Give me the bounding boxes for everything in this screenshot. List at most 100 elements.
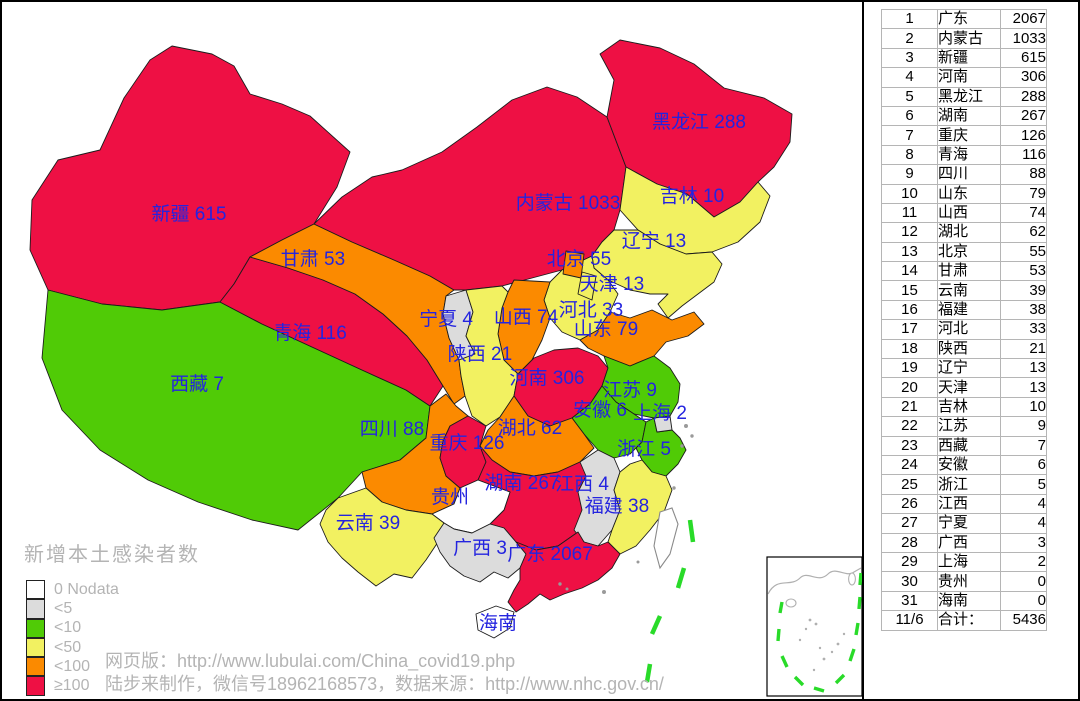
province-cell: 甘肃 bbox=[937, 261, 1001, 282]
province-cell: 宁夏 bbox=[937, 513, 1001, 534]
value-cell: 88 bbox=[1000, 164, 1047, 185]
region-guangxi[interactable] bbox=[433, 522, 527, 583]
table-row: 14 甘肃 53 bbox=[881, 261, 1047, 282]
table-row: 18 陕西 21 bbox=[881, 338, 1047, 360]
rank-cell: 30 bbox=[881, 571, 938, 592]
province-cell: 西藏 bbox=[937, 435, 1001, 456]
map-label-xinjiang: 新疆 615 bbox=[152, 203, 227, 225]
table-row: 2 内蒙古 1033 bbox=[881, 28, 1047, 49]
value-cell: 615 bbox=[1000, 47, 1047, 69]
ranking-panel: 1 广东 2067 2 内蒙古 1033 3 新疆 615 4 河南 306 5 黑龙江 288 6 湖南 267… bbox=[864, 2, 1078, 699]
rank-cell: 13 bbox=[881, 241, 938, 263]
value-cell: 13 bbox=[1000, 358, 1047, 379]
legend-label-lt10: <10 bbox=[54, 619, 82, 637]
rank-cell: 25 bbox=[881, 474, 938, 495]
rank-cell: 12 bbox=[881, 222, 938, 243]
map-label-liaoning: 辽宁 13 bbox=[622, 230, 686, 252]
province-cell: 广西 bbox=[937, 532, 1001, 553]
value-cell: 53 bbox=[1000, 261, 1047, 282]
province-cell: 河南 bbox=[937, 67, 1001, 88]
region-yunnan[interactable] bbox=[319, 487, 445, 587]
province-cell: 辽宁 bbox=[937, 358, 1001, 379]
table-row: 5 黑龙江 288 bbox=[881, 86, 1047, 107]
value-cell: 21 bbox=[1000, 338, 1047, 360]
rank-cell: 8 bbox=[881, 144, 938, 166]
legend-label-nodata: 0 Nodata bbox=[54, 580, 119, 598]
legend-swatch-lt50 bbox=[26, 637, 45, 658]
map-label-beijing: 北京 55 bbox=[547, 248, 611, 270]
map-label-qinghai: 青海 116 bbox=[273, 322, 347, 344]
value-cell: 7 bbox=[1000, 435, 1047, 456]
table-row: 10 山东 79 bbox=[881, 183, 1047, 204]
legend-item-lt5: <5 bbox=[26, 599, 200, 619]
table-row: 24 安徽 6 bbox=[881, 454, 1047, 476]
rank-cell: 9 bbox=[881, 164, 938, 185]
region-taiwan bbox=[653, 507, 679, 570]
table-row: 3 新疆 615 bbox=[881, 47, 1047, 69]
south-china-sea-inset bbox=[766, 556, 862, 697]
rank-cell: 15 bbox=[881, 280, 938, 301]
rank-cell: 11/6 bbox=[881, 610, 938, 631]
province-cell: 合计： bbox=[937, 610, 1001, 631]
map-label-gansu: 甘肃 53 bbox=[281, 248, 345, 270]
rank-cell: 6 bbox=[881, 105, 938, 127]
province-cell: 山东 bbox=[937, 183, 1001, 204]
inset-islet-dots bbox=[798, 618, 846, 672]
table-row: 12 湖北 62 bbox=[881, 222, 1047, 243]
value-cell: 55 bbox=[1000, 241, 1047, 263]
footer-web-version-link[interactable]: 网页版：http://www.lubulai.com/China_covid19… bbox=[105, 651, 516, 671]
value-cell: 62 bbox=[1000, 222, 1047, 243]
province-cell: 内蒙古 bbox=[937, 28, 1001, 49]
province-cell: 北京 bbox=[937, 241, 1001, 263]
value-cell: 13 bbox=[1000, 377, 1047, 398]
table-row: 19 辽宁 13 bbox=[881, 358, 1047, 379]
map-label-shanghai: 上海 2 bbox=[633, 402, 687, 424]
map-label-jiangsu: 江苏 9 bbox=[603, 379, 657, 401]
rank-cell: 19 bbox=[881, 358, 938, 379]
map-label-xizang: 西藏 7 bbox=[170, 373, 224, 395]
inset-dash-line bbox=[776, 572, 862, 693]
rank-cell: 10 bbox=[881, 183, 938, 204]
table-row: 15 云南 39 bbox=[881, 280, 1047, 301]
rank-cell: 1 bbox=[881, 8, 938, 30]
rank-cell: 22 bbox=[881, 416, 938, 437]
value-cell: 33 bbox=[1000, 319, 1047, 340]
map-label-yunnan: 云南 39 bbox=[336, 512, 400, 534]
map-label-anhui: 安徽 6 bbox=[573, 399, 627, 421]
footer-credit-source-link[interactable]: 陆步来制作，微信号18962168573，数据来源：http://www.nhc… bbox=[105, 674, 664, 694]
table-row: 29 上海 2 bbox=[881, 551, 1047, 573]
region-guangdong[interactable] bbox=[507, 531, 621, 613]
value-cell: 9 bbox=[1000, 416, 1047, 437]
rank-cell: 29 bbox=[881, 551, 938, 573]
value-cell: 2067 bbox=[1000, 8, 1047, 30]
region-hainan[interactable] bbox=[475, 605, 515, 639]
region-jiangxi[interactable] bbox=[573, 449, 621, 547]
value-cell: 6 bbox=[1000, 454, 1047, 476]
region-neimenggu[interactable] bbox=[313, 86, 627, 291]
china-choropleth-svg: 新疆 615 西藏 7 青海 116 甘肃 53 宁夏 4 内蒙古 1033 黑… bbox=[29, 39, 862, 697]
region-tianjin[interactable] bbox=[577, 271, 597, 301]
rank-cell: 23 bbox=[881, 435, 938, 456]
table-row: 21 吉林 10 bbox=[881, 396, 1047, 418]
value-cell: 0 bbox=[1000, 571, 1047, 592]
map-label-hubei: 湖北 62 bbox=[498, 417, 562, 439]
table-row: 17 河北 33 bbox=[881, 319, 1047, 340]
province-cell: 新疆 bbox=[937, 47, 1001, 69]
province-cell: 吉林 bbox=[937, 396, 1001, 418]
table-row: 25 浙江 5 bbox=[881, 474, 1047, 495]
table-row: 31 海南 0 bbox=[881, 590, 1047, 612]
table-row: 9 四川 88 bbox=[881, 164, 1047, 185]
region-anhui[interactable] bbox=[571, 385, 647, 459]
map-label-shandong: 山东 79 bbox=[574, 318, 638, 340]
map-label-zhejiang: 浙江 5 bbox=[617, 438, 671, 460]
province-cell: 上海 bbox=[937, 551, 1001, 573]
table-row: 23 西藏 7 bbox=[881, 435, 1047, 456]
map-label-jiangxi: 江西 4 bbox=[555, 473, 609, 495]
value-cell: 4 bbox=[1000, 493, 1047, 515]
legend-item-nodata: 0 Nodata bbox=[26, 580, 200, 600]
province-cell: 天津 bbox=[937, 377, 1001, 398]
table-row: 26 江西 4 bbox=[881, 493, 1047, 515]
region-shaanxi[interactable] bbox=[458, 285, 519, 427]
region-shanghai[interactable] bbox=[653, 415, 673, 433]
map-label-neimenggu: 内蒙古 1033 bbox=[516, 192, 621, 214]
